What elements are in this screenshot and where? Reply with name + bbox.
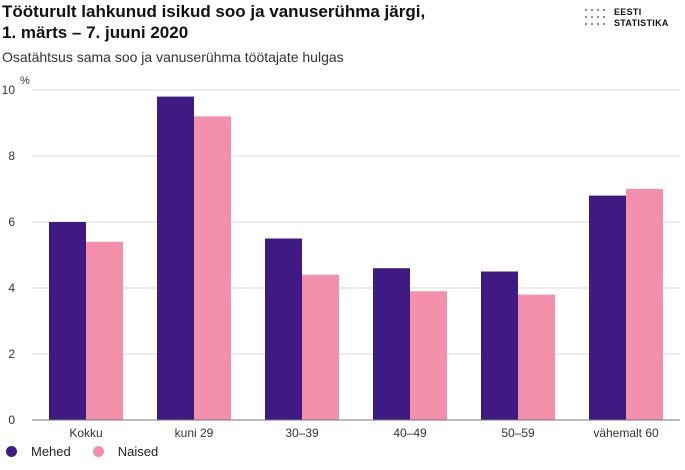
x-tick-label: 50–59 bbox=[501, 426, 535, 440]
chart-title-line-2: 1. märts – 7. juuni 2020 bbox=[2, 23, 189, 42]
bar-mehed-4[interactable] bbox=[481, 271, 518, 421]
bar-mehed-5[interactable] bbox=[589, 195, 626, 420]
bar-naised-2[interactable] bbox=[302, 274, 339, 420]
y-tick-label: 6 bbox=[8, 215, 15, 229]
legend-swatch-mehed bbox=[6, 446, 17, 457]
bar-mehed-3[interactable] bbox=[373, 268, 410, 420]
y-tick-label: 4 bbox=[8, 281, 15, 295]
y-axis-unit-label: % bbox=[20, 75, 30, 87]
chart-subtitle: Osatähtsus sama soo ja vanuserühma tööta… bbox=[2, 49, 344, 65]
legend-item-mehed[interactable]: Mehed bbox=[6, 444, 71, 459]
chart-title-line-1: Tööturult lahkunud isikud soo ja vanuser… bbox=[2, 2, 426, 21]
legend: Mehed Naised bbox=[6, 444, 180, 459]
legend-item-naised[interactable]: Naised bbox=[92, 444, 159, 459]
bar-mehed-2[interactable] bbox=[265, 238, 302, 421]
bar-naised-5[interactable] bbox=[626, 189, 663, 420]
bar-naised-4[interactable] bbox=[518, 294, 555, 420]
bar-naised-3[interactable] bbox=[410, 291, 447, 420]
axes: 0 2 4 6 8 10% Kokku kuni 29 30–39 40–49 50–59 vähem… bbox=[2, 75, 680, 440]
legend-label-naised: Naised bbox=[117, 444, 159, 459]
bar-naised-1[interactable] bbox=[194, 116, 231, 421]
chart-title: Tööturult lahkunud isikud soo ja vanuser… bbox=[2, 1, 522, 43]
logo-dots-icon bbox=[585, 9, 605, 25]
x-tick-label: vähemalt 60 bbox=[593, 426, 659, 440]
y-tick-label: 2 bbox=[8, 347, 15, 361]
bars bbox=[49, 96, 663, 421]
legend-swatch-naised bbox=[92, 446, 104, 457]
logo-text-line-2: STATISTIKA bbox=[614, 18, 669, 28]
logo-text: EESTI STATISTIKA bbox=[614, 7, 669, 29]
bar-naised-0[interactable] bbox=[86, 241, 123, 420]
x-tick-label: 30–39 bbox=[285, 426, 319, 440]
y-tick-label: 8 bbox=[8, 149, 15, 163]
x-tick-label: 40–49 bbox=[393, 426, 427, 440]
x-tick-label: kuni 29 bbox=[175, 426, 214, 440]
bar-mehed-0[interactable] bbox=[49, 222, 86, 420]
legend-label-mehed: Mehed bbox=[31, 444, 71, 459]
logo-text-line-1: EESTI bbox=[614, 7, 642, 17]
gridlines bbox=[32, 89, 680, 355]
x-tick-label: Kokku bbox=[69, 426, 102, 440]
y-tick-label: 10 bbox=[2, 83, 16, 97]
bar-mehed-1[interactable] bbox=[157, 96, 194, 420]
statistics-estonia-logo: EESTI STATISTIKA bbox=[584, 7, 684, 33]
bar-chart: 0 2 4 6 8 10% Kokku kuni 29 30–39 40–49 50–59 vähem… bbox=[2, 75, 680, 440]
y-tick-label: 0 bbox=[8, 413, 15, 427]
